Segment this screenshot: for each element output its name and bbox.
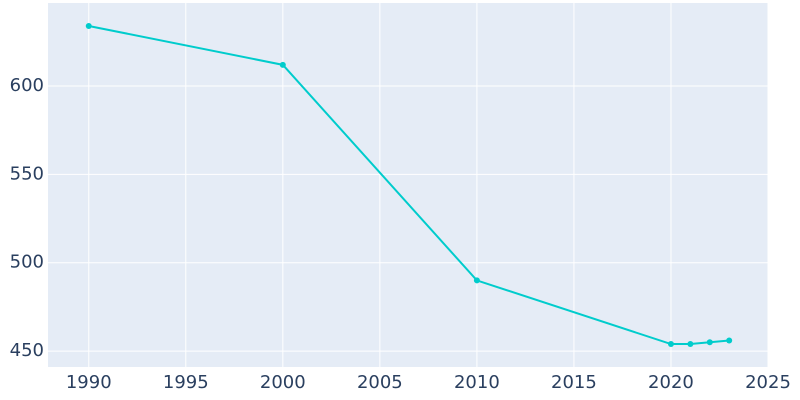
x-tick-label: 2020 (648, 372, 694, 393)
plot-area (48, 3, 768, 367)
y-tick-label: 600 (10, 75, 44, 96)
x-tick-label: 1995 (163, 372, 209, 393)
x-tick-label: 2025 (745, 372, 791, 393)
x-tick-label: 1990 (66, 372, 112, 393)
point (687, 341, 694, 348)
y-tick-label: 450 (10, 340, 44, 361)
point (279, 61, 286, 68)
x-tick-label: 2000 (260, 372, 306, 393)
point (473, 277, 480, 284)
x-tick-label: 2005 (357, 372, 403, 393)
point (85, 22, 92, 29)
point (667, 341, 674, 348)
y-tick-label: 550 (10, 163, 44, 184)
x-tick-label: 2010 (454, 372, 500, 393)
point (726, 337, 733, 344)
point (706, 339, 713, 346)
y-tick-label: 500 (10, 252, 44, 273)
x-tick-label: 2015 (551, 372, 597, 393)
